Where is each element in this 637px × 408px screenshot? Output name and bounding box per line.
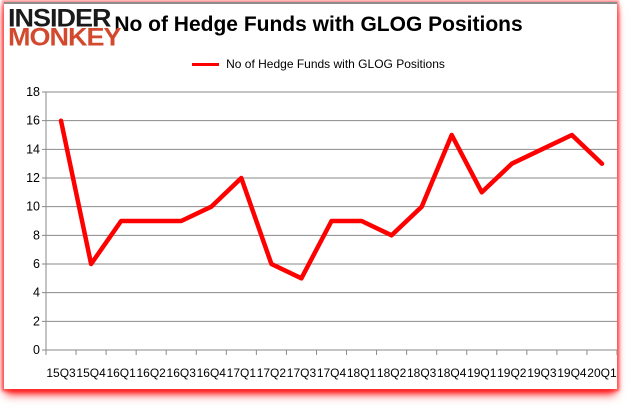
x-axis-category-label: 15Q3 xyxy=(46,366,76,380)
y-axis-tick-label: 2 xyxy=(33,314,40,328)
x-axis-category-label: 19Q4 xyxy=(557,366,587,380)
x-axis-category-label: 18Q4 xyxy=(437,366,467,380)
series-line-hedge-funds xyxy=(58,118,605,281)
chart-title: No of Hedge Funds with GLOG Positions xyxy=(114,13,523,36)
x-axis-category-label: 16Q2 xyxy=(137,366,167,380)
x-axis-category-label: 17Q2 xyxy=(257,366,287,380)
y-axis-tick-label: 10 xyxy=(26,200,40,214)
y-axis-tick-label: 14 xyxy=(26,142,40,156)
x-axis-category-label: 17Q3 xyxy=(287,366,317,380)
x-axis-category-label: 20Q1 xyxy=(587,366,617,380)
x-axis-category-label: 17Q1 xyxy=(227,366,257,380)
y-axis-tick-label: 6 xyxy=(33,257,40,271)
legend-series-label: No of Hedge Funds with GLOG Positions xyxy=(226,57,445,71)
x-axis-category-label: 16Q1 xyxy=(106,366,136,380)
x-axis-category-label: 15Q4 xyxy=(76,366,106,380)
x-axis-category-label: 19Q2 xyxy=(497,366,527,380)
logo-word-insider: INSIDER xyxy=(8,4,112,32)
chart-card xyxy=(4,2,617,389)
y-axis-tick-label: 8 xyxy=(33,228,40,242)
x-axis-category-label: 17Q4 xyxy=(317,366,347,380)
insider-monkey-logo: INSIDER MONKEY xyxy=(8,4,122,51)
x-axis-category-label: 16Q4 xyxy=(197,366,227,380)
x-axis-category-label: 19Q3 xyxy=(527,366,557,380)
y-axis-tick-label: 4 xyxy=(33,286,40,300)
y-axis-tick-label: 12 xyxy=(26,171,40,185)
x-axis-category-label: 16Q3 xyxy=(167,366,197,380)
y-axis-tick-label: 0 xyxy=(33,343,40,357)
y-axis-tick-label: 16 xyxy=(26,114,40,128)
logo-word-monkey: MONKEY xyxy=(8,23,122,51)
x-axis-category-label: 18Q2 xyxy=(377,366,407,380)
x-axis-category-label: 19Q1 xyxy=(467,366,497,380)
legend-line-marker xyxy=(192,62,220,66)
x-axis-category-label: 18Q3 xyxy=(407,366,437,380)
chart-legend: No of Hedge Funds with GLOG Positions xyxy=(0,56,637,72)
y-axis-tick-label: 18 xyxy=(26,85,40,99)
x-axis-category-label: 18Q1 xyxy=(347,366,377,380)
